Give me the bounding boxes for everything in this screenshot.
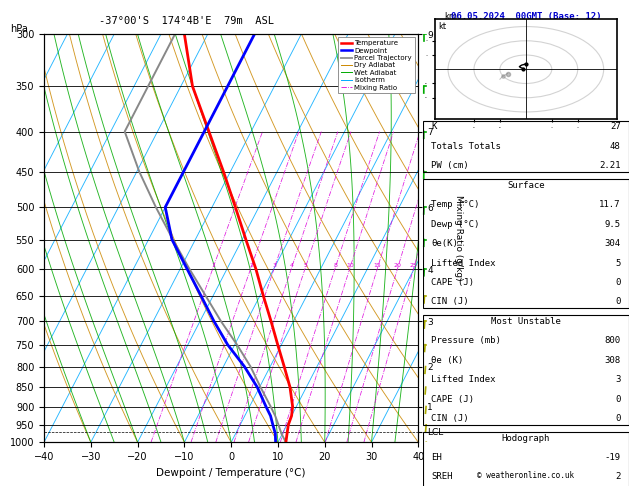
Text: 0: 0 (615, 278, 621, 287)
Text: Totals Totals: Totals Totals (431, 142, 501, 151)
Text: Lifted Index: Lifted Index (431, 375, 496, 384)
Text: 308: 308 (604, 356, 621, 365)
Text: 800: 800 (604, 336, 621, 346)
Text: -19: -19 (604, 453, 621, 462)
Text: 8: 8 (333, 262, 337, 268)
X-axis label: Dewpoint / Temperature (°C): Dewpoint / Temperature (°C) (157, 468, 306, 478)
Text: 27: 27 (610, 122, 621, 132)
Text: 0: 0 (615, 395, 621, 404)
Text: 06.05.2024  00GMT (Base: 12): 06.05.2024 00GMT (Base: 12) (450, 12, 601, 21)
Text: Lifted Index: Lifted Index (431, 259, 496, 268)
Text: Surface: Surface (507, 181, 545, 190)
Text: CAPE (J): CAPE (J) (431, 278, 474, 287)
Text: 48: 48 (610, 142, 621, 151)
Text: Dewp (°C): Dewp (°C) (431, 220, 479, 229)
Text: 304: 304 (604, 239, 621, 248)
Text: θe(K): θe(K) (431, 239, 458, 248)
Y-axis label: Mixing Ratio (g/kg): Mixing Ratio (g/kg) (454, 195, 463, 281)
Text: CAPE (J): CAPE (J) (431, 395, 474, 404)
Text: 15: 15 (374, 262, 382, 268)
Text: Pressure (mb): Pressure (mb) (431, 336, 501, 346)
Bar (423, 432, 629, 486)
Text: 10: 10 (346, 262, 354, 268)
Text: © weatheronline.co.uk: © weatheronline.co.uk (477, 471, 574, 480)
Text: Hodograph: Hodograph (502, 434, 550, 443)
Text: 0: 0 (615, 297, 621, 307)
Text: 5: 5 (615, 259, 621, 268)
Text: 3: 3 (615, 375, 621, 384)
Bar (423, 121, 629, 172)
Text: 4: 4 (290, 262, 294, 268)
Bar (423, 315, 629, 425)
Text: 9.5: 9.5 (604, 220, 621, 229)
Text: km
ASL: km ASL (445, 12, 460, 30)
Text: 0: 0 (615, 414, 621, 423)
Text: K: K (431, 122, 437, 132)
Text: 2.21: 2.21 (599, 161, 621, 171)
Text: CIN (J): CIN (J) (431, 297, 469, 307)
Text: 5: 5 (303, 262, 308, 268)
Text: CIN (J): CIN (J) (431, 414, 469, 423)
Text: 2: 2 (615, 472, 621, 482)
Text: Temp (°C): Temp (°C) (431, 200, 479, 209)
Text: hPa: hPa (10, 24, 28, 34)
Text: θe (K): θe (K) (431, 356, 463, 365)
Text: 1: 1 (211, 262, 215, 268)
Text: EH: EH (431, 453, 442, 462)
Text: 20: 20 (394, 262, 402, 268)
Bar (423, 179, 629, 308)
Text: 2: 2 (249, 262, 253, 268)
Text: 3: 3 (272, 262, 276, 268)
Text: 25: 25 (410, 262, 418, 268)
Text: PW (cm): PW (cm) (431, 161, 469, 171)
Legend: Temperature, Dewpoint, Parcel Trajectory, Dry Adiabat, Wet Adiabat, Isotherm, Mi: Temperature, Dewpoint, Parcel Trajectory… (338, 37, 415, 93)
Text: -37°00'S  174°4B'E  79m  ASL: -37°00'S 174°4B'E 79m ASL (99, 16, 274, 26)
Text: Most Unstable: Most Unstable (491, 317, 561, 326)
Text: 11.7: 11.7 (599, 200, 621, 209)
Text: SREH: SREH (431, 472, 452, 482)
